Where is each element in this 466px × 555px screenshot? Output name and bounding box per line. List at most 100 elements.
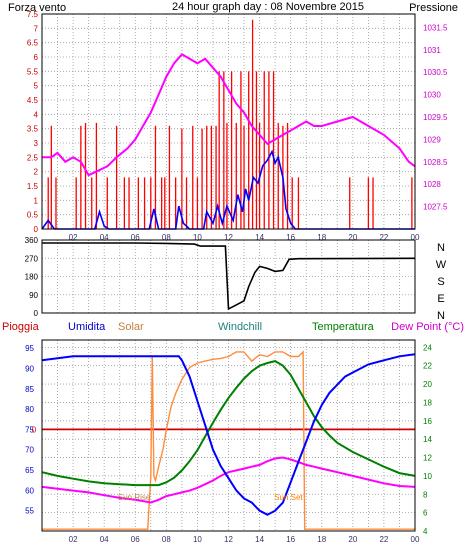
compass-letter: W [436,259,447,271]
wind-tick-label: 6.5 [27,39,39,48]
sunset-label: Sun Set [274,493,303,502]
pressure-tick-label: 1027.5 [423,203,448,212]
humidity-tick-label: 85 [25,385,34,394]
x-tick-label: 04 [100,233,109,242]
temperature-tick-label: 10 [423,472,432,481]
wind-pressure-tick-labels: 0 0.5 1 1.5 2 2.5 3 3.5 4 4.5 5 5.5 6 6.5 7 7.5 1027.5 10… [27,10,448,242]
dewpoint-legend: Dew Point (°C) [391,321,464,333]
x-tick-label: 16 [286,535,295,544]
x-tick-label: 02 [69,535,78,544]
temperature-tick-label: 24 [423,343,432,352]
wind-direction-frame [41,239,416,314]
wind-tick-label: 4 [34,110,39,119]
solar-legend: Solar [118,321,144,333]
compass-letter: E [437,293,444,305]
direction-tick-label: 0 [34,309,39,318]
wind-tick-label: 5.5 [27,67,39,76]
temperature-humidity-panel: Sun Rise Sun Set 55 60 65 70 75 80 85 90 95 4 6 8 10… [25,339,432,544]
rain-marker-label: 0 [32,425,37,434]
temperature-legend: Temperatura [312,321,375,333]
windchill-legend: Windchill [218,321,262,333]
humidity-tick-label: 75 [25,425,34,434]
humidity-tick-label: 60 [25,486,34,495]
temperature-tick-label: 14 [423,435,432,444]
x-tick-label: 10 [193,233,202,242]
x-tick-label: 08 [162,233,171,242]
humidity-legend: Umidita [68,321,106,333]
direction-tick-label: 270 [25,254,39,263]
direction-tick-label: 90 [29,291,38,300]
wind-tick-label: 0 [34,225,39,234]
x-tick-label: 06 [131,233,140,242]
temperature-humidity-frame [41,339,416,532]
x-tick-label: 14 [255,233,264,242]
wind-pressure-panel: 0 0.5 1 1.5 2 2.5 3 3.5 4 4.5 5 5.5 6 6.5 7 7.5 1027.5 10… [27,10,448,242]
wind-tick-label: 7.5 [27,10,39,19]
x-tick-label: 00 [411,233,420,242]
compass-letter: S [437,276,444,288]
pressure-tick-label: 1029.5 [423,113,448,122]
temperature-humidity-grid [42,340,415,531]
x-tick-label: 04 [100,535,109,544]
compass-letter: N [437,310,445,322]
humidity-tick-label: 90 [25,364,34,373]
pressure-tick-label: 1030 [423,91,441,100]
wind-tick-label: 1 [34,196,39,205]
wind-tick-label: 4.5 [27,96,39,105]
x-tick-label: 20 [348,535,357,544]
temperature-tick-label: 4 [423,527,428,536]
wind-gust-spikes [47,19,413,229]
pressure-tick-label: 1030.5 [423,68,448,77]
x-tick-label: 10 [193,535,202,544]
humidity-tick-label: 95 [25,344,34,353]
x-tick-label: 06 [131,535,140,544]
wind-tick-label: 1.5 [27,182,39,191]
x-tick-label: 14 [255,535,264,544]
pressure-tick-label: 1028 [423,180,441,189]
temperature-tick-label: 18 [423,398,432,407]
rain-legend: Pioggia [2,321,40,333]
wind-tick-label: 2 [34,168,39,177]
temperature-tick-label: 20 [423,380,432,389]
humidity-tick-label: 65 [25,466,34,475]
wind-tick-label: 3 [34,139,39,148]
wind-tick-label: 0.5 [27,211,39,220]
wind-pressure-frame [41,13,416,230]
temperature-line [41,360,416,487]
humidity-line [41,353,416,516]
pressure-tick-label: 1029 [423,135,441,144]
x-tick-label: 08 [162,535,171,544]
wind-tick-label: 3.5 [27,125,39,134]
x-tick-label: 20 [348,233,357,242]
x-tick-label: 22 [379,535,388,544]
humidity-tick-label: 80 [25,405,34,414]
wind-direction-tick-labels: 0 90 180 270 360 [25,236,39,318]
x-tick-label: 02 [69,233,78,242]
humidity-tick-label: 55 [25,507,34,516]
x-tick-label: 12 [224,233,233,242]
wind-tick-label: 2.5 [27,153,39,162]
pressure-tick-label: 1031 [423,46,441,55]
pressure-tick-label: 1028.5 [423,158,448,167]
temperature-tick-label: 8 [423,490,428,499]
temperature-tick-label: 6 [423,509,428,518]
wind-tick-label: 5 [34,82,39,91]
x-tick-label: 16 [286,233,295,242]
temperature-tick-label: 16 [423,417,432,426]
pressure-label: Pressione [409,2,458,14]
humidity-tick-label: 70 [25,446,34,455]
direction-tick-label: 180 [25,273,39,282]
x-tick-label: 22 [379,233,388,242]
temperature-tick-label: 12 [423,454,432,463]
x-tick-label: 12 [224,535,233,544]
direction-tick-label: 360 [25,236,39,245]
x-tick-label: 18 [317,233,326,242]
chart-title: 24 hour graph day : 08 Novembre 2015 [172,1,364,13]
temperature-tick-label: 22 [423,362,432,371]
average-wind-line [41,149,415,230]
sunrise-label: Sun Rise [118,493,151,502]
pressure-tick-label: 1031.5 [423,23,448,32]
